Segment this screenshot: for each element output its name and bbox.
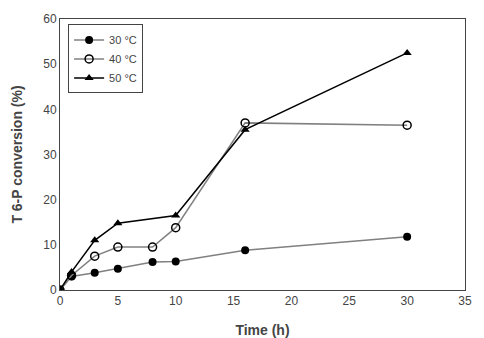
svg-text:Time (h): Time (h) xyxy=(235,322,289,338)
svg-text:30: 30 xyxy=(43,148,57,162)
svg-text:30: 30 xyxy=(400,294,414,308)
svg-text:50 °C: 50 °C xyxy=(109,72,137,84)
svg-text:10: 10 xyxy=(169,294,183,308)
svg-text:15: 15 xyxy=(227,294,241,308)
svg-text:60: 60 xyxy=(43,12,57,26)
svg-text:20: 20 xyxy=(285,294,299,308)
svg-text:30 °C: 30 °C xyxy=(109,34,137,46)
svg-text:20: 20 xyxy=(43,193,57,207)
svg-text:T 6-P conversion (%): T 6-P conversion (%) xyxy=(9,85,25,223)
svg-text:50: 50 xyxy=(43,57,57,71)
svg-text:35: 35 xyxy=(458,294,472,308)
svg-text:5: 5 xyxy=(115,294,122,308)
svg-text:0: 0 xyxy=(50,283,57,297)
svg-text:0: 0 xyxy=(57,294,64,308)
svg-text:40 °C: 40 °C xyxy=(109,53,137,65)
svg-text:25: 25 xyxy=(343,294,357,308)
svg-text:10: 10 xyxy=(43,238,57,252)
svg-text:40: 40 xyxy=(43,103,57,117)
